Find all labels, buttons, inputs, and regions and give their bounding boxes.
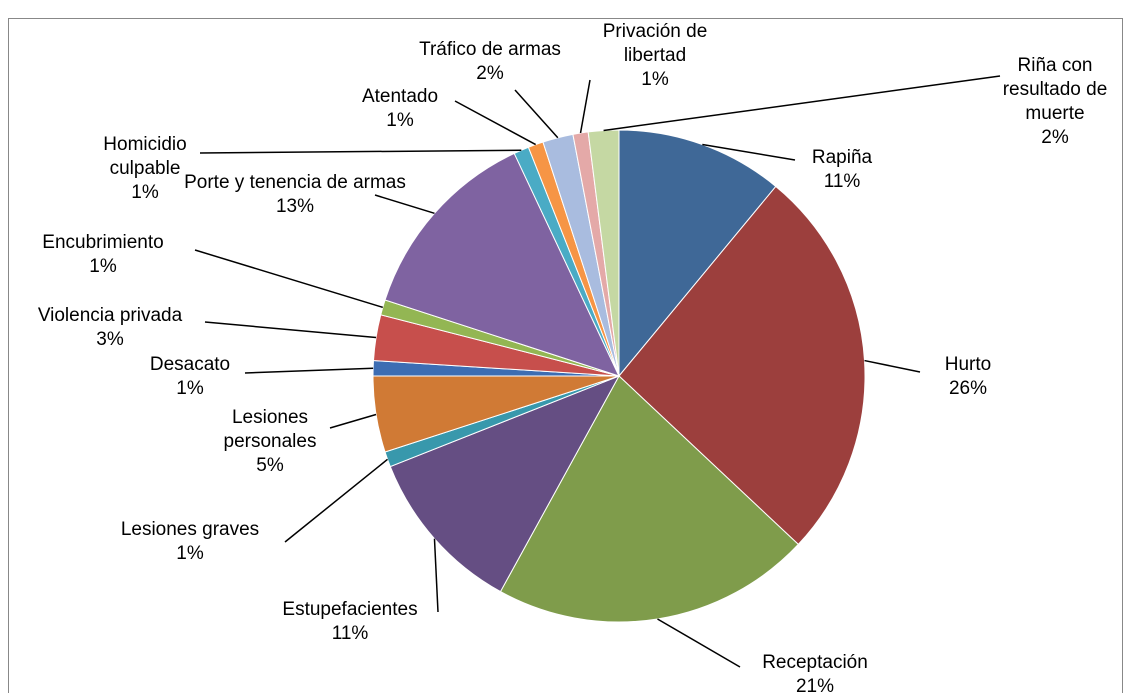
value-label: 11% [331, 623, 369, 644]
slice-label: Privación de libertad 1% [580, 20, 730, 92]
leader-line [199, 149, 522, 154]
category-label: Rapiña [811, 147, 873, 168]
slice-label: Desacato 1% [130, 353, 250, 401]
leader-line [514, 89, 559, 139]
category-label: Violencia privada [37, 305, 183, 326]
leader-line [329, 413, 377, 429]
chart-frame [8, 18, 1123, 693]
value-label: 26% [948, 378, 988, 399]
category-label: Encubrimiento [42, 232, 164, 253]
pie-slice [499, 375, 800, 623]
leader-line [194, 249, 383, 309]
slice-label: Porte y tenencia de armas 13% [183, 171, 408, 219]
value-label: 2% [1041, 127, 1069, 148]
value-label: 1% [176, 543, 204, 564]
leader-line [603, 75, 1001, 132]
leader-line [284, 458, 389, 543]
slice-label: Rapiña 11% [782, 146, 902, 194]
slice-label: Hurto 26% [908, 353, 1028, 401]
leader-line [579, 79, 591, 134]
leader-line [374, 194, 435, 215]
pie-slice [389, 375, 621, 593]
category-label: Receptación [762, 652, 868, 673]
leader-line [433, 538, 439, 613]
slice-label: Violencia privada 3% [10, 304, 210, 352]
value-label: 3% [96, 329, 124, 350]
slice-label: Atentado 1% [340, 85, 460, 133]
category-label: Riña con resultado de muerte [1002, 55, 1108, 124]
leader-line [864, 359, 921, 373]
value-label: 21% [795, 676, 835, 697]
pie-slice [587, 129, 620, 377]
value-label: 1% [131, 182, 159, 203]
leader-line [702, 143, 796, 161]
slice-label: Lesiones personales 5% [200, 406, 340, 478]
slice-label: Homicidio culpable 1% [80, 133, 210, 205]
slice-label: Lesiones graves 1% [90, 518, 290, 566]
value-label: 1% [641, 69, 669, 90]
category-label: Hurto [944, 354, 992, 375]
category-label: Estupefacientes [282, 599, 418, 620]
slice-label: Receptación 21% [735, 651, 895, 699]
slice-label: Riña con resultado de muerte 2% [980, 54, 1130, 150]
category-label: Porte y tenencia de armas [184, 172, 406, 193]
category-label: Tráfico de armas [419, 39, 561, 60]
category-label: Desacato [149, 354, 231, 375]
leader-line [454, 100, 537, 146]
value-label: 2% [476, 63, 504, 84]
category-label: Homicidio culpable [103, 134, 187, 179]
category-label: Atentado [361, 86, 439, 107]
value-label: 5% [256, 455, 284, 476]
leader-line [657, 618, 741, 668]
pie-slice [618, 185, 866, 546]
category-label: Lesiones graves [120, 519, 260, 540]
value-label: 1% [176, 378, 204, 399]
value-label: 1% [89, 256, 117, 277]
category-label: Privación de libertad [602, 21, 708, 66]
slice-label: Encubrimiento 1% [8, 231, 198, 279]
value-label: 1% [386, 110, 414, 131]
slice-label: Estupefacientes 11% [250, 598, 450, 646]
value-label: 13% [275, 196, 315, 217]
slice-label: Tráfico de armas 2% [400, 38, 580, 86]
leader-line [244, 367, 374, 374]
leader-line [204, 321, 377, 339]
pie-slice [618, 129, 777, 378]
value-label: 11% [823, 171, 861, 192]
category-label: Lesiones personales [223, 407, 317, 452]
